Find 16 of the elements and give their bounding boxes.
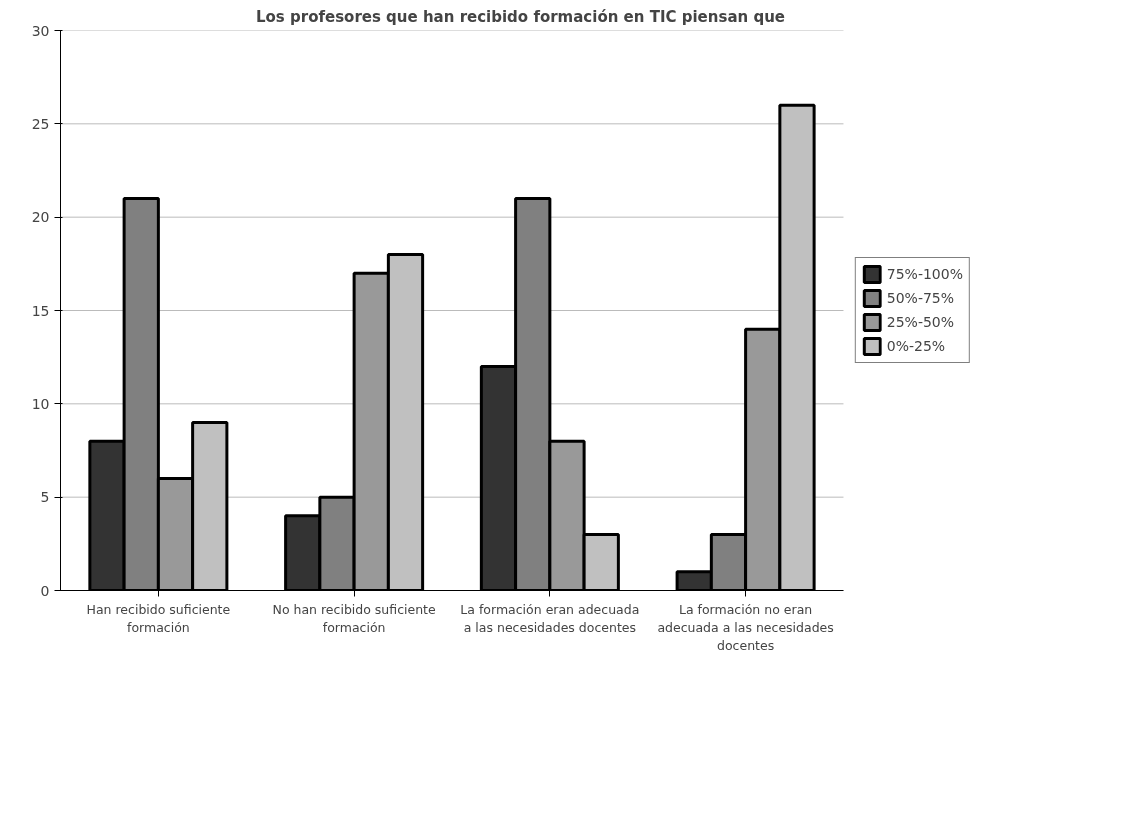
y-tick-label: 30 [31,22,50,39]
legend-label: 0%-25% [886,338,946,354]
y-tick-label: 10 [31,395,50,412]
y-tick-label: 25 [31,115,50,132]
y-tick-label: 0 [40,582,50,599]
x-tick-label: No han recibido suficiente formación [272,601,437,635]
chart-title: Los profesores que han recibido formación en TIC piensan que [256,7,785,26]
legend-label: 50%-75% [886,290,955,306]
x-tick-label: La formación eran adecuada a las necesidades docentes [460,601,640,635]
y-tick-label: 5 [40,489,50,506]
legend-label: 75%-100% [886,266,963,282]
legend-label: 25%-50% [886,314,955,330]
y-tick-label: 15 [31,302,50,319]
x-tick-label: La formación no eran adecuada a las necesidades docentes [657,601,834,653]
y-tick-label: 20 [31,209,50,226]
x-tick-label: Han recibido suficiente formación [86,601,231,635]
